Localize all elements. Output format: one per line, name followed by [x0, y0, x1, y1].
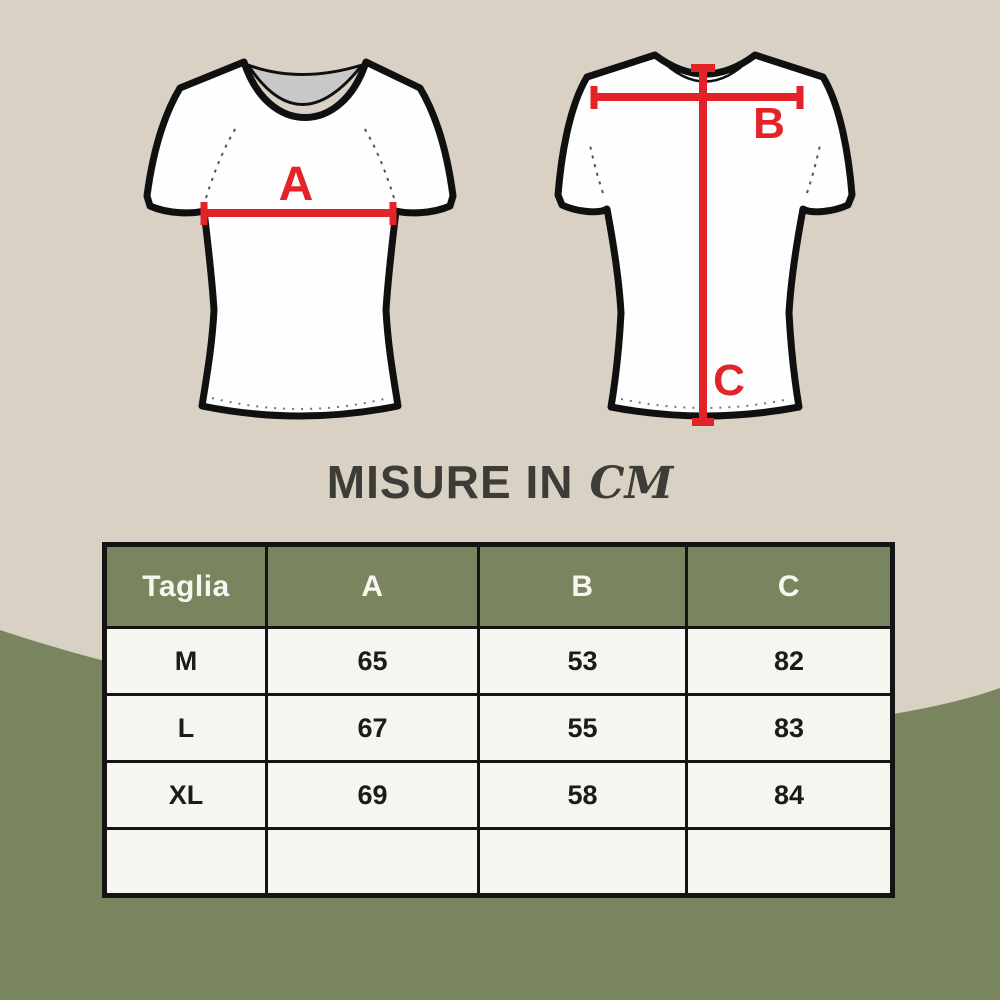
cell-value: 83 [685, 693, 894, 763]
table-row-l: L 67 55 83 [103, 693, 894, 763]
title-text: MISURE IN [326, 456, 574, 508]
measurement-line-c: C [691, 64, 745, 426]
measurement-line-b: B [590, 86, 804, 148]
header-b: B [477, 543, 688, 629]
header-taglia: Taglia [103, 543, 268, 629]
cell-size: XL [103, 760, 268, 830]
cell-size [103, 827, 268, 897]
tshirt-front-diagram: A [143, 58, 457, 420]
cell-value [685, 827, 894, 897]
cell-size: M [103, 626, 268, 696]
title-unit: CM [589, 458, 674, 509]
cell-value: 58 [477, 760, 688, 830]
cell-value [265, 827, 480, 897]
cell-size: L [103, 693, 268, 763]
header-c: C [685, 543, 894, 629]
table-row-m: M 65 53 82 [103, 626, 894, 696]
tshirt-back-diagram: B C [554, 51, 856, 426]
cell-value [477, 827, 688, 897]
tshirt-front-outline [143, 58, 457, 420]
cell-value: 84 [685, 760, 894, 830]
tshirt-back-seam-left [589, 144, 604, 194]
measurement-line-a: A [200, 158, 397, 225]
measurement-label-a: A [279, 158, 314, 211]
measurement-label-c: C [713, 356, 745, 405]
cell-value: 67 [265, 693, 480, 763]
table-row-empty [103, 827, 894, 897]
tshirt-front-seam-right [362, 125, 395, 199]
table-row-xl: XL 69 58 84 [103, 760, 894, 830]
header-a: A [265, 543, 480, 629]
size-table: Taglia A B C M 65 53 82 L 67 55 83 XL 69… [102, 542, 895, 898]
tshirt-front-seam-left [205, 125, 238, 199]
size-table-header-row: Taglia A B C [103, 543, 894, 629]
cell-value: 82 [685, 626, 894, 696]
cell-value: 69 [265, 760, 480, 830]
page-title: MISURE IN CM [0, 455, 1000, 509]
cell-value: 53 [477, 626, 688, 696]
tshirt-back-seam-right [806, 144, 821, 194]
cell-value: 55 [477, 693, 688, 763]
cell-value: 65 [265, 626, 480, 696]
tshirt-front-neck-opening [246, 63, 364, 106]
measurement-label-b: B [753, 99, 785, 148]
